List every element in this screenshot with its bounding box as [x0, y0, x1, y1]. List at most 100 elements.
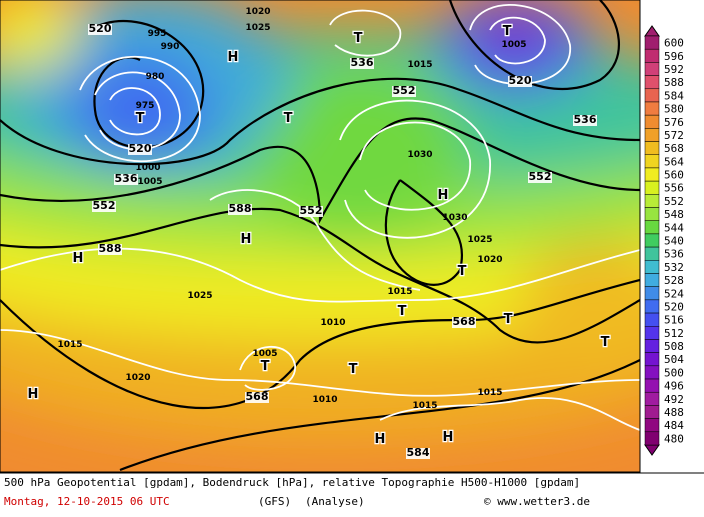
pressure-center: T [601, 335, 610, 350]
field [0, 0, 640, 472]
colorbar-cell [644, 128, 660, 142]
pressure-center: H [241, 232, 252, 247]
isobar-label: 1005 [252, 349, 277, 359]
isobar-label: 1030 [407, 150, 432, 160]
isobar-label: 1000 [135, 163, 160, 173]
pressure-center: T [354, 31, 363, 46]
colorbar-tick-label: 504 [664, 353, 684, 366]
colorbar-cell [644, 35, 660, 50]
isobar-label: 1020 [245, 7, 270, 17]
contour-label: 568 [453, 315, 476, 328]
contour-label: 552 [93, 199, 116, 212]
colorbar-cell [644, 273, 660, 287]
colorbar-tick-label: 552 [664, 195, 684, 208]
colorbar-cell [644, 233, 660, 248]
contour-label-bg [114, 174, 138, 185]
pressure-center: H [28, 387, 39, 402]
colorbar-cell [644, 352, 660, 367]
contour-label-bg [528, 172, 552, 183]
isobar-label: 1015 [407, 60, 432, 70]
isobar-label: 1010 [312, 395, 337, 405]
contour-label: 536 [351, 56, 374, 69]
pressure-center: T [284, 111, 293, 126]
colorbar-tick-label: 484 [664, 419, 684, 432]
isobar-label: 1015 [477, 388, 502, 398]
colorbar-tick-label: 588 [664, 76, 684, 89]
colorbar-cell [644, 194, 660, 208]
contour-label: 552 [300, 204, 323, 217]
colorbar-cell [644, 418, 660, 433]
colorbar-cell [644, 75, 660, 90]
colorbar-cell [644, 286, 660, 301]
colorbar-tick-label: 556 [664, 182, 684, 195]
colorbar-tick-label: 480 [664, 432, 684, 445]
map-labels: 520 536 552 536 552 520 536 552 588 552 588 568 568 5… [26, 7, 611, 459]
contour-label: 552 [393, 84, 416, 97]
contour-label-bg [452, 317, 476, 328]
colorbar-tick-label: 496 [664, 380, 684, 393]
colorbar-cell [644, 405, 660, 419]
colorbar-cell [644, 260, 660, 274]
colorbar-tick-label: 572 [664, 129, 684, 142]
contour-label-bg [92, 201, 116, 212]
pressure-center: H [73, 251, 84, 266]
contour-label-bg [406, 448, 430, 459]
pressure-center: T [458, 264, 467, 279]
contour-label: 536 [115, 172, 138, 185]
isobar-label: 1010 [320, 318, 345, 328]
colorbar-cell [644, 378, 660, 393]
isobar-label: 995 [148, 29, 167, 39]
contour-label-bg [299, 206, 323, 217]
isobar-label: 1005 [137, 177, 162, 187]
pressure-center: T [504, 312, 513, 327]
pressure-center: T [398, 304, 407, 319]
footer-date: Montag, 12-10-2015 06 UTC [4, 495, 170, 508]
pressure-center: H [228, 50, 239, 65]
colorbar-tick-label: 540 [664, 235, 684, 248]
isobar-label: 980 [146, 72, 165, 82]
colorbar-tick-label: 508 [664, 340, 684, 353]
colorbar-cell [644, 154, 660, 169]
contour-label: 520 [129, 142, 152, 155]
colorbar-tick-label: 580 [664, 103, 684, 116]
contour-label: 520 [89, 22, 112, 35]
isobar-label: 1030 [442, 213, 467, 223]
colorbar-tick-label: 548 [664, 208, 684, 221]
colorbar-cell [644, 299, 660, 314]
isobar-label: 1005 [501, 40, 526, 50]
contour-label-bg [508, 76, 532, 87]
colorbar-tick-label: 600 [664, 37, 684, 50]
contour-label-bg [98, 244, 122, 255]
colorbar-tick-label: 500 [664, 366, 684, 379]
footer-line1: 500 hPa Geopotential [gpdam], Bodendruck… [4, 476, 580, 489]
contour-label: 568 [246, 390, 269, 403]
isobar-label: 1015 [57, 340, 82, 350]
contour-label-bg [392, 86, 416, 97]
colorbar-tick-label: 560 [664, 169, 684, 182]
colorbar-tick-label: 532 [664, 261, 684, 274]
pressure-center: H [438, 188, 449, 203]
isobar-label: 1025 [245, 23, 270, 33]
colorbar-cell [644, 365, 660, 380]
footer-analysis: (Analyse) [305, 495, 365, 508]
colorbar-cell [644, 312, 660, 327]
isobar-label: 1020 [477, 255, 502, 265]
isobar-label: 1025 [467, 235, 492, 245]
colorbar-cell [644, 48, 660, 63]
colorbar-tick-label: 516 [664, 314, 684, 327]
contour-label-bg [88, 24, 112, 35]
colorbar-tick-label: 512 [664, 327, 684, 340]
colorbar-tick-label: 592 [664, 63, 684, 76]
colorbar-tick-label: 568 [664, 142, 684, 155]
contour-label: 584 [407, 446, 430, 459]
colorbar-cell [644, 167, 660, 182]
colorbar-cell [644, 326, 660, 340]
isobar-label: 975 [136, 101, 155, 111]
colorbar-tick-label: 576 [664, 116, 684, 129]
map-frame [0, 0, 641, 473]
colorbar-cell [644, 101, 660, 116]
colorbar: 6005965925885845805765725685645605565525… [644, 25, 684, 456]
isobar-label: 1025 [187, 291, 212, 301]
colorbar-cell [644, 88, 660, 103]
